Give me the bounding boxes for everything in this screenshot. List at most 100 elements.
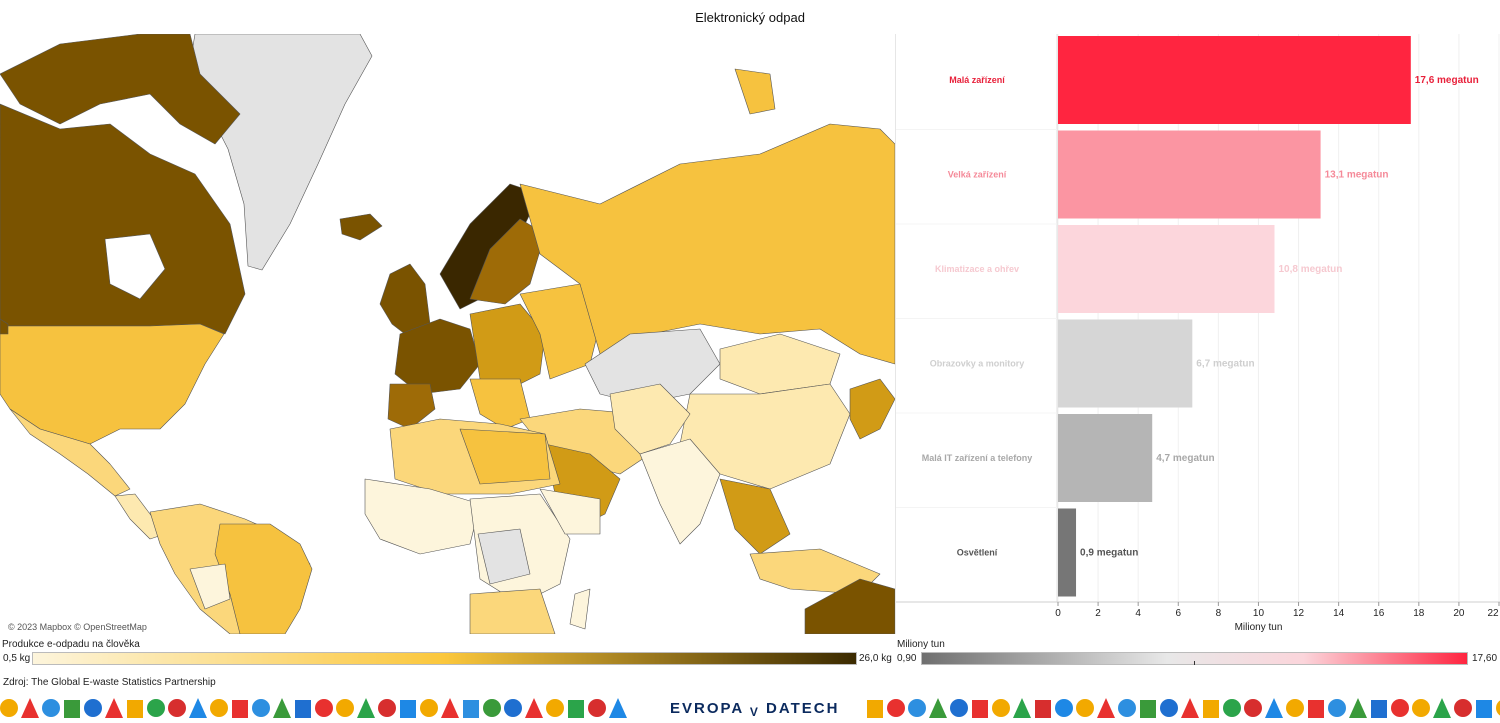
footer-decor-icon bbox=[315, 699, 333, 717]
data-label: 0,9 megatun bbox=[1080, 548, 1138, 559]
footer-decor-icon bbox=[105, 698, 123, 718]
legend-right-title: Miliony tun bbox=[897, 639, 945, 650]
footer-decor-icon bbox=[1265, 698, 1283, 718]
bar-2[interactable] bbox=[1058, 225, 1275, 313]
x-tick-label: 22 bbox=[1487, 608, 1499, 619]
footer-decor-icon bbox=[147, 699, 165, 717]
footer-decor-icon bbox=[1223, 699, 1241, 717]
x-tick-label: 6 bbox=[1175, 608, 1181, 619]
footer-decor-icon bbox=[1433, 698, 1451, 718]
footer-decor-icon bbox=[357, 698, 375, 718]
region-iberia[interactable] bbox=[387, 383, 436, 430]
x-tick-label: 20 bbox=[1453, 608, 1465, 619]
region-chukotka[interactable] bbox=[734, 68, 776, 115]
region-west-europe[interactable] bbox=[394, 318, 481, 395]
region-russia[interactable] bbox=[519, 123, 895, 365]
region-japan-korea[interactable] bbox=[849, 378, 895, 440]
region-balkans[interactable] bbox=[469, 378, 531, 430]
footer-decor-icon bbox=[908, 699, 926, 717]
region-alaska-edge[interactable] bbox=[0, 318, 9, 335]
chart-title: Elektronický odpad bbox=[695, 10, 805, 25]
footer-decor-icon bbox=[400, 700, 416, 718]
footer-decor-icon bbox=[84, 699, 102, 717]
footer-decor-icon bbox=[1496, 700, 1500, 716]
footer-decor-icon bbox=[1476, 700, 1492, 718]
choropleth-map[interactable] bbox=[0, 34, 895, 634]
legend-right-min: 0,90 bbox=[897, 653, 917, 664]
footer-decor-icon bbox=[1035, 700, 1051, 718]
evropa-v-datech-logo[interactable]: EVROPA V DATECH bbox=[670, 700, 840, 719]
footer-decor-icon bbox=[64, 700, 80, 718]
world-map[interactable]: © 2023 Mapbox © OpenStreetMap bbox=[0, 34, 896, 634]
footer-decor-icon bbox=[21, 698, 39, 718]
region-india[interactable] bbox=[639, 438, 721, 545]
footer-decor-icon bbox=[929, 698, 947, 718]
footer-decor-icon bbox=[992, 699, 1010, 717]
bar-4[interactable] bbox=[1058, 414, 1153, 502]
footer-decor-icon bbox=[867, 700, 883, 718]
footer-decor-icon bbox=[295, 700, 311, 718]
footer-decor-icon bbox=[1454, 699, 1472, 717]
footer-decor-icon bbox=[588, 699, 606, 717]
category-label: Obrazovky a monitory bbox=[930, 359, 1025, 369]
bar-5[interactable] bbox=[1058, 508, 1077, 597]
footer-decor-icon bbox=[1349, 698, 1367, 718]
footer-decor-icon bbox=[1391, 699, 1409, 717]
footer-decor-icon bbox=[1412, 699, 1430, 717]
x-tick-label: 2 bbox=[1095, 608, 1101, 619]
region-west-africa[interactable] bbox=[364, 478, 481, 555]
region-canada-arctic[interactable] bbox=[0, 34, 241, 145]
footer-decor-icon bbox=[420, 699, 438, 717]
footer-decor-icon bbox=[0, 699, 18, 717]
region-south-africa[interactable] bbox=[469, 588, 556, 634]
footer-decor-icon bbox=[1308, 700, 1324, 718]
category-label: Osvětlení bbox=[957, 548, 998, 558]
region-australia[interactable] bbox=[804, 578, 895, 634]
footer-decor-icon bbox=[463, 700, 479, 718]
footer-decor-icon bbox=[525, 698, 543, 718]
region-congo-nodata[interactable] bbox=[477, 528, 531, 585]
region-bolivia[interactable] bbox=[189, 563, 231, 610]
legend-left-max: 26,0 kg bbox=[859, 653, 892, 664]
footer-decor-icon bbox=[972, 700, 988, 718]
region-uk-ireland[interactable] bbox=[379, 263, 431, 335]
region-iceland[interactable] bbox=[339, 213, 383, 241]
logo-word-right: DATECH bbox=[766, 700, 840, 717]
footer-decor-icon bbox=[378, 699, 396, 717]
region-central-asia[interactable] bbox=[609, 383, 691, 455]
region-madagascar[interactable] bbox=[569, 588, 591, 630]
x-axis-title: Miliony tun bbox=[1235, 622, 1283, 633]
map-attribution[interactable]: © 2023 Mapbox © OpenStreetMap bbox=[6, 622, 149, 632]
legend-left-gradient bbox=[32, 652, 857, 665]
category-label: Velká zařízení bbox=[948, 170, 1007, 180]
region-horn-africa[interactable] bbox=[539, 488, 601, 535]
region-kazakhstan[interactable] bbox=[584, 328, 721, 405]
bar-chart-svg: Malá zařízení 17,6 megatun Velká zařízení 1… bbox=[896, 34, 1500, 633]
region-hudson-bay[interactable] bbox=[104, 233, 166, 300]
footer-icon-strip bbox=[0, 698, 1500, 718]
footer-decor-icon bbox=[252, 699, 270, 717]
footer-decor-icon bbox=[1203, 700, 1219, 718]
footer-decor-icon bbox=[42, 699, 60, 717]
bar-1[interactable] bbox=[1058, 130, 1321, 219]
footer-decor-icon bbox=[1076, 699, 1094, 717]
footer-decor-icon bbox=[483, 699, 501, 717]
footer-decor-icon bbox=[504, 699, 522, 717]
footer-decor-icon bbox=[1244, 699, 1262, 717]
footer-decor-icon bbox=[441, 698, 459, 718]
region-libya-egypt[interactable] bbox=[459, 428, 551, 485]
x-tick-label: 0 bbox=[1055, 608, 1061, 619]
data-label: 10,8 megatun bbox=[1278, 264, 1342, 275]
footer-decor-icon bbox=[950, 699, 968, 717]
region-mexico[interactable] bbox=[9, 408, 131, 497]
footer-decor-icon bbox=[546, 699, 564, 717]
bar-3[interactable] bbox=[1058, 319, 1193, 408]
footer-decor-icon bbox=[1140, 700, 1156, 718]
footer-decor-icon bbox=[1160, 699, 1178, 717]
region-se-asia[interactable] bbox=[719, 478, 791, 555]
footer-decor-icon bbox=[168, 699, 186, 717]
legend-right-marker bbox=[1194, 661, 1195, 665]
x-tick-label: 14 bbox=[1333, 608, 1345, 619]
bar-0[interactable] bbox=[1058, 36, 1411, 124]
data-label: 4,7 megatun bbox=[1156, 453, 1214, 464]
